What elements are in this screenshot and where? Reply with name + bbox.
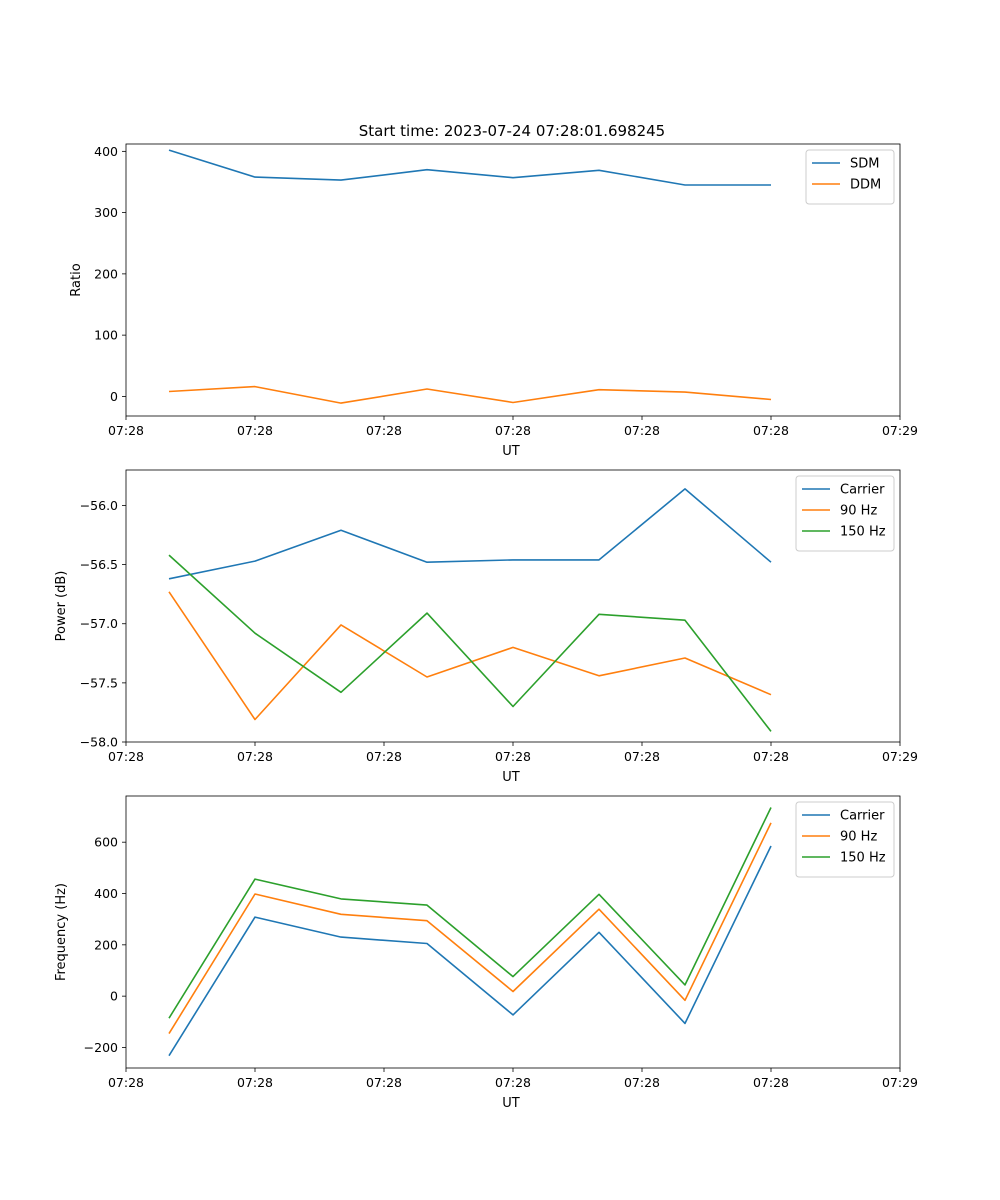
series-line-150-hz bbox=[168, 807, 772, 1019]
y-tick-label: 400 bbox=[94, 886, 118, 901]
legend-label: DDM bbox=[850, 178, 881, 193]
series-line-90-hz bbox=[168, 822, 772, 1035]
x-tick-label: 07:28 bbox=[108, 1075, 144, 1090]
x-tick-label: 07:29 bbox=[882, 1075, 918, 1090]
plot-panel-frequency: 07:28 07:28 07:28 07:28 07:28 07:28 07:29 −200 0… bbox=[54, 795, 918, 1111]
figure-title: Start time: 2023-07-24 07:28:01.698245 bbox=[359, 122, 665, 140]
legend-label: Carrier bbox=[840, 809, 885, 824]
legend-box bbox=[795, 801, 895, 878]
legend-label: SDM bbox=[850, 157, 879, 172]
y-axis-label: Frequency (Hz) bbox=[54, 883, 69, 981]
y-tick-label: 0 bbox=[110, 989, 118, 1004]
x-tick-label: 07:28 bbox=[753, 423, 789, 438]
y-axis-label: Power (dB) bbox=[54, 571, 69, 642]
x-tick-label: 07:28 bbox=[366, 749, 402, 764]
y-tick-label: −57.5 bbox=[80, 675, 118, 690]
y-tick-label: 400 bbox=[94, 144, 118, 159]
plot-panel-ratio: Start time: 2023-07-24 07:28:01.698245 0… bbox=[69, 122, 918, 459]
legend-box bbox=[795, 475, 895, 552]
x-tick-label: 07:28 bbox=[237, 1075, 273, 1090]
y-tick-label: 0 bbox=[110, 389, 118, 404]
x-tick-label: 07:28 bbox=[237, 749, 273, 764]
legend-label: 90 Hz bbox=[840, 504, 877, 519]
x-tick-label: 07:28 bbox=[495, 423, 531, 438]
series-line-carrier bbox=[168, 845, 772, 1057]
y-tick-label: −56.5 bbox=[80, 557, 118, 572]
x-tick-label: 07:28 bbox=[108, 423, 144, 438]
y-tick-label: −58.0 bbox=[80, 735, 118, 750]
x-tick-label: 07:29 bbox=[882, 749, 918, 764]
series-line-90-hz bbox=[168, 591, 772, 721]
x-tick-label: 07:28 bbox=[495, 1075, 531, 1090]
series-line-ddm bbox=[168, 385, 772, 404]
x-axis-label: UT bbox=[502, 1096, 520, 1111]
x-tick-label: 07:28 bbox=[753, 749, 789, 764]
x-tick-label: 07:28 bbox=[753, 1075, 789, 1090]
x-tick-label: 07:28 bbox=[624, 1075, 660, 1090]
y-tick-label: 600 bbox=[94, 835, 118, 850]
y-tick-label: 200 bbox=[94, 937, 118, 952]
y-tick-label: 200 bbox=[94, 266, 118, 281]
y-tick-label: −56.0 bbox=[80, 498, 118, 513]
series-line-carrier bbox=[168, 488, 772, 580]
x-axis-label: UT bbox=[502, 444, 520, 459]
y-tick-label: 300 bbox=[94, 205, 118, 220]
x-tick-label: 07:28 bbox=[624, 749, 660, 764]
y-axis-label: Ratio bbox=[69, 263, 84, 296]
legend-label: 150 Hz bbox=[840, 851, 886, 866]
legend-label: 150 Hz bbox=[840, 525, 886, 540]
x-tick-label: 07:28 bbox=[366, 1075, 402, 1090]
plot-panel-power: 07:28 07:28 07:28 07:28 07:28 07:28 07:29 −58.0… bbox=[54, 469, 918, 785]
x-tick-label: 07:28 bbox=[495, 749, 531, 764]
legend: Carrier 90 Hz 150 Hz bbox=[795, 475, 895, 552]
legend-label: 90 Hz bbox=[840, 830, 877, 845]
x-tick-label: 07:28 bbox=[366, 423, 402, 438]
x-tick-label: 07:28 bbox=[108, 749, 144, 764]
x-tick-label: 07:28 bbox=[624, 423, 660, 438]
series-line-sdm bbox=[168, 149, 771, 186]
legend: SDM DDM bbox=[805, 149, 895, 205]
y-tick-label: −200 bbox=[84, 1040, 118, 1055]
x-tick-label: 07:29 bbox=[882, 423, 918, 438]
y-tick-label: −57.0 bbox=[80, 616, 118, 631]
y-tick-label: 100 bbox=[94, 328, 118, 343]
x-axis-label: UT bbox=[502, 770, 520, 785]
series-line-150-hz bbox=[168, 554, 772, 732]
legend: Carrier 90 Hz 150 Hz bbox=[795, 801, 895, 878]
legend-label: Carrier bbox=[840, 483, 885, 498]
x-tick-label: 07:28 bbox=[237, 423, 273, 438]
